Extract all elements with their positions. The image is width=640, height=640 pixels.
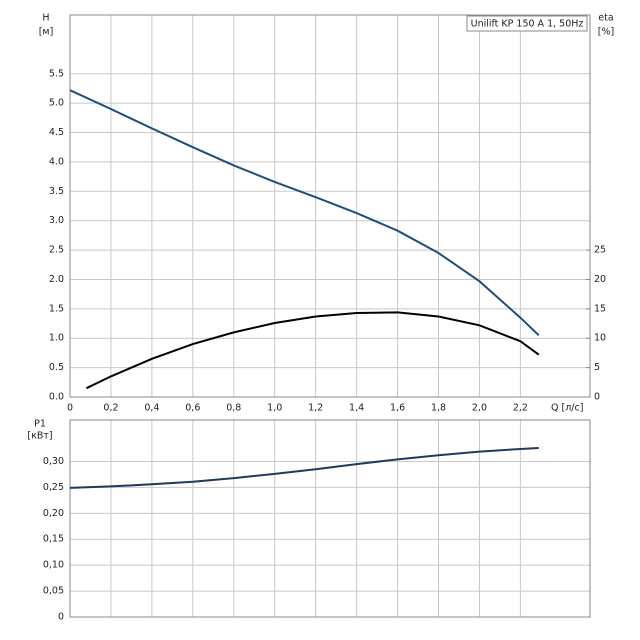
- y2-tick-label: 5: [594, 362, 600, 373]
- y-unit: [м]: [39, 27, 54, 38]
- y-tick-label: 4.0: [49, 156, 64, 167]
- x-tick-label: 1,8: [431, 403, 446, 414]
- x-tick-label: 1,2: [308, 403, 323, 414]
- series-line: [69, 89, 540, 337]
- y-tick-label: 0,20: [43, 508, 64, 519]
- series-line: [69, 447, 539, 489]
- plot-frame: [69, 419, 591, 618]
- y-tick-label: 0,30: [43, 456, 64, 467]
- y2-unit: [%]: [598, 27, 614, 38]
- x-tick-label: 0,4: [144, 403, 159, 414]
- y-tick-label: 3.5: [49, 186, 64, 197]
- x-tick-label: 0,6: [185, 403, 200, 414]
- y-tick-label: 1.5: [49, 303, 64, 314]
- y2-tick-label: 15: [594, 303, 606, 314]
- x-tick-label: 2,0: [472, 403, 487, 414]
- y-label: H: [42, 13, 49, 24]
- y-tick-label: 2.5: [49, 245, 64, 256]
- y-unit: [кВт]: [27, 431, 52, 442]
- annotation: Unilift KP 150 A 1, 50Hz: [471, 19, 584, 30]
- x-tick-label: 1,0: [267, 403, 282, 414]
- x-tick-label: 0,2: [103, 403, 118, 414]
- y-tick-label: 1.0: [49, 333, 64, 344]
- y-tick-label: 0.0: [49, 392, 64, 403]
- y-tick-label: 0,15: [43, 534, 64, 545]
- y2-label: eta: [598, 13, 613, 24]
- x-tick-label: 1,6: [390, 403, 405, 414]
- x-label: Q [л/с]: [551, 403, 583, 414]
- y-tick-label: 5.0: [49, 98, 64, 109]
- y-tick-label: 4.5: [49, 127, 64, 138]
- plot-frame: [69, 14, 591, 398]
- y-tick-label: 5.5: [49, 68, 64, 79]
- y2-tick-label: 10: [594, 333, 606, 344]
- y-tick-label: 3.0: [49, 215, 64, 226]
- x-tick-label: 0: [67, 403, 73, 414]
- y-tick-label: 0.5: [49, 362, 64, 373]
- x-tick-label: 0,8: [226, 403, 241, 414]
- y2-tick-label: 0: [594, 392, 600, 403]
- y-tick-label: 0,10: [43, 560, 64, 571]
- y-tick-label: 0,25: [43, 482, 64, 493]
- y2-tick-label: 20: [594, 274, 606, 285]
- y-tick-label: 0,05: [43, 586, 64, 597]
- y2-tick-label: 25: [594, 245, 606, 256]
- y-tick-label: 0: [58, 612, 64, 623]
- series-line: [85, 311, 540, 390]
- y-tick-label: 2.0: [49, 274, 64, 285]
- x-tick-label: 1,4: [349, 403, 364, 414]
- y-label: P1: [34, 419, 46, 430]
- annotation-box: [466, 15, 588, 32]
- x-tick-label: 2,2: [513, 403, 528, 414]
